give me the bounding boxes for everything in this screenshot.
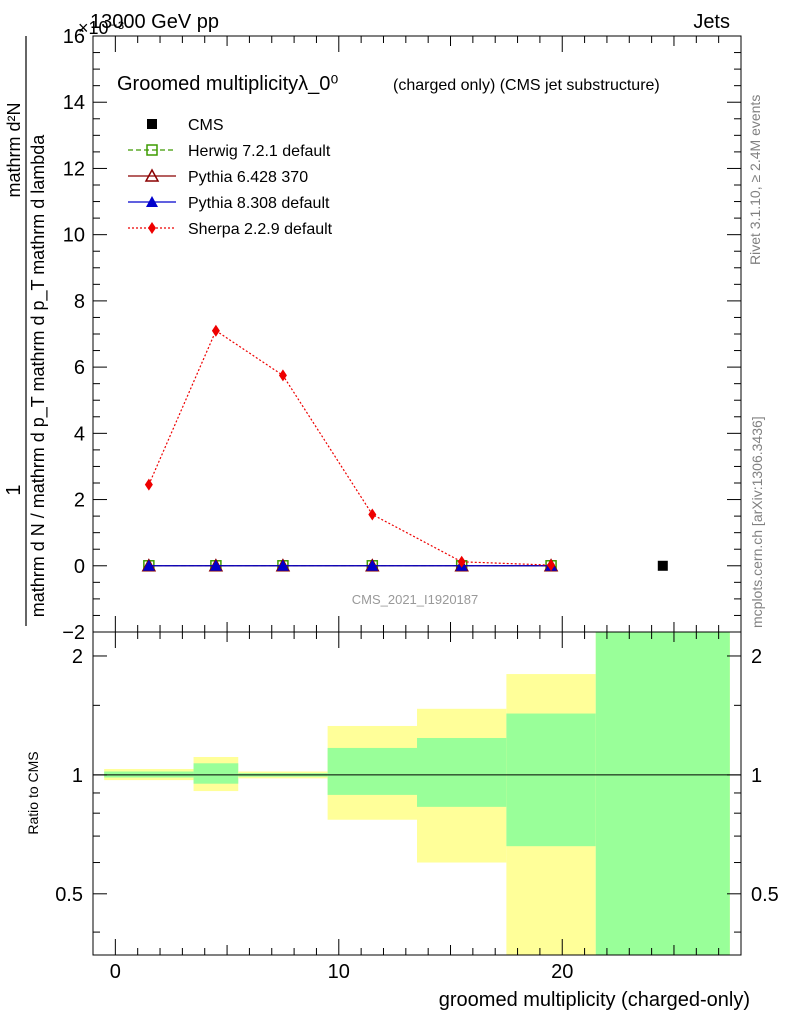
- plot-title: Groomed multiplicityλ_0⁰: [117, 73, 338, 95]
- rivet-label: Rivet 3.1.10, ≥ 2.4M events: [747, 95, 763, 265]
- x-axis-title: groomed multiplicity (charged-only): [439, 989, 750, 1011]
- ratio-band-1sigma: [327, 747, 417, 795]
- ratio-band-1sigma: [595, 632, 730, 955]
- main-y-tick-label: 14: [63, 92, 85, 114]
- data-point-sherpa: [211, 324, 220, 337]
- data-point-cms: [657, 560, 668, 571]
- main-y-tick-label: 10: [63, 225, 85, 247]
- main-y-tick-label: 6: [74, 357, 85, 379]
- main-y-tick-label: 12: [63, 158, 85, 180]
- data-point-pythia8: [142, 559, 155, 571]
- ratio-y-tick-label: 1: [72, 765, 83, 787]
- y-axis-top-label: mathrm d²N: [4, 102, 24, 197]
- ratio-plot-panel: 0.5 0.5 1 1 2 2 0 10 20: [55, 631, 779, 983]
- legend-label-pythia8: Pythia 8.308 default: [188, 195, 330, 212]
- main-y-axis: −2 0 2 4 6 8 10 12 14 16: [62, 26, 741, 644]
- analysis-watermark: CMS_2021_I1920187: [352, 592, 479, 607]
- ratio-plot-frame: [92, 631, 742, 956]
- series-line-sherpa: [148, 329, 552, 566]
- data-point-sherpa: [144, 478, 153, 491]
- plot-subtitle: (charged only) (CMS jet substructure): [393, 77, 660, 94]
- y-exponent-label: ×10⁻³: [78, 18, 124, 38]
- ratio-band-1sigma: [506, 713, 596, 847]
- ratio-y-tick-label-right: 0.5: [751, 884, 779, 906]
- main-y-tick-label: 16: [63, 26, 85, 48]
- ratio-y-axis: 0.5 0.5 1 1 2 2: [55, 646, 779, 933]
- legend-label-sherpa: Sherpa 2.2.9 default: [188, 221, 333, 238]
- legend-marker-herwig: [146, 144, 158, 156]
- ratio-x-tick-label: 10: [328, 961, 350, 983]
- main-series-layer: [141, 324, 668, 572]
- main-y-tick-label: 8: [74, 291, 85, 313]
- ratio-y-tick-label: 0.5: [55, 884, 83, 906]
- main-y-tick-label: −2: [62, 622, 85, 644]
- main-plot-panel: −2 0 2 4 6 8 10 12 14 16 Groomed multiplicityλ_0⁰…: [62, 26, 742, 644]
- main-y-tick-label: 2: [74, 490, 85, 512]
- legend-marker-pythia8: [146, 196, 158, 207]
- ratio-band-1sigma: [193, 763, 239, 784]
- ratio-bands-layer: [93, 632, 741, 955]
- ratio-x-tick-label: 20: [551, 961, 573, 983]
- ratio-y-tick-label: 2: [72, 646, 83, 668]
- ratio-y-tick-label-right: 1: [751, 765, 762, 787]
- ratio-x-tick-label: 0: [110, 961, 121, 983]
- data-point-sherpa: [547, 559, 556, 572]
- main-x-axis: [92, 36, 720, 632]
- process-label: Jets: [693, 11, 730, 33]
- y-axis-numerator: 1: [3, 484, 25, 495]
- legend-marker-pythia6: [144, 168, 160, 182]
- data-point-pythia8: [209, 559, 222, 571]
- legend: CMS Herwig 7.2.1 default Pythia 6.428 370 P…: [128, 117, 333, 238]
- legend-marker-cms: [147, 119, 157, 129]
- legend-label-herwig: Herwig 7.2.1 default: [188, 143, 331, 160]
- data-point-sherpa: [368, 508, 377, 521]
- ratio-band-1sigma: [417, 737, 507, 807]
- ratio-x-axis: 0 10 20: [92, 632, 720, 983]
- data-point-pythia8: [276, 559, 289, 571]
- legend-label-pythia6: Pythia 6.428 370: [188, 169, 308, 186]
- energy-label: 13000 GeV pp: [90, 11, 219, 33]
- ratio-y-tick-label-right: 2: [751, 646, 762, 668]
- main-y-tick-label: 0: [74, 556, 85, 578]
- mcplots-label: mcplots.cern.ch [arXiv:1306.3436]: [749, 416, 765, 628]
- ratio-y-axis-title: Ratio to CMS: [25, 751, 41, 834]
- data-point-sherpa: [278, 369, 287, 382]
- main-y-tick-label: 4: [74, 423, 85, 445]
- legend-label-cms: CMS: [188, 117, 224, 134]
- data-point-pythia8: [366, 559, 379, 571]
- y-axis-denominator: mathrm d N / mathrm d p_T mathrm d p_T m…: [28, 134, 49, 617]
- legend-marker-sherpa: [148, 222, 156, 234]
- data-point-sherpa: [457, 555, 466, 568]
